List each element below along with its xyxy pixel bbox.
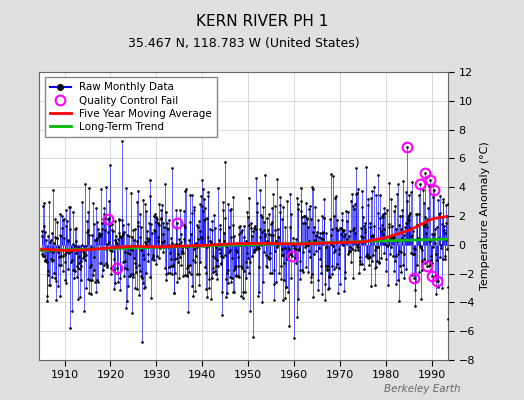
Text: KERN RIVER PH 1: KERN RIVER PH 1 (196, 14, 328, 29)
Title: 35.467 N, 118.783 W (United States): 35.467 N, 118.783 W (United States) (128, 37, 359, 50)
Legend: Raw Monthly Data, Quality Control Fail, Five Year Moving Average, Long-Term Tren: Raw Monthly Data, Quality Control Fail, … (45, 77, 217, 137)
Y-axis label: Temperature Anomaly (°C): Temperature Anomaly (°C) (481, 142, 490, 290)
Text: Berkeley Earth: Berkeley Earth (385, 384, 461, 394)
